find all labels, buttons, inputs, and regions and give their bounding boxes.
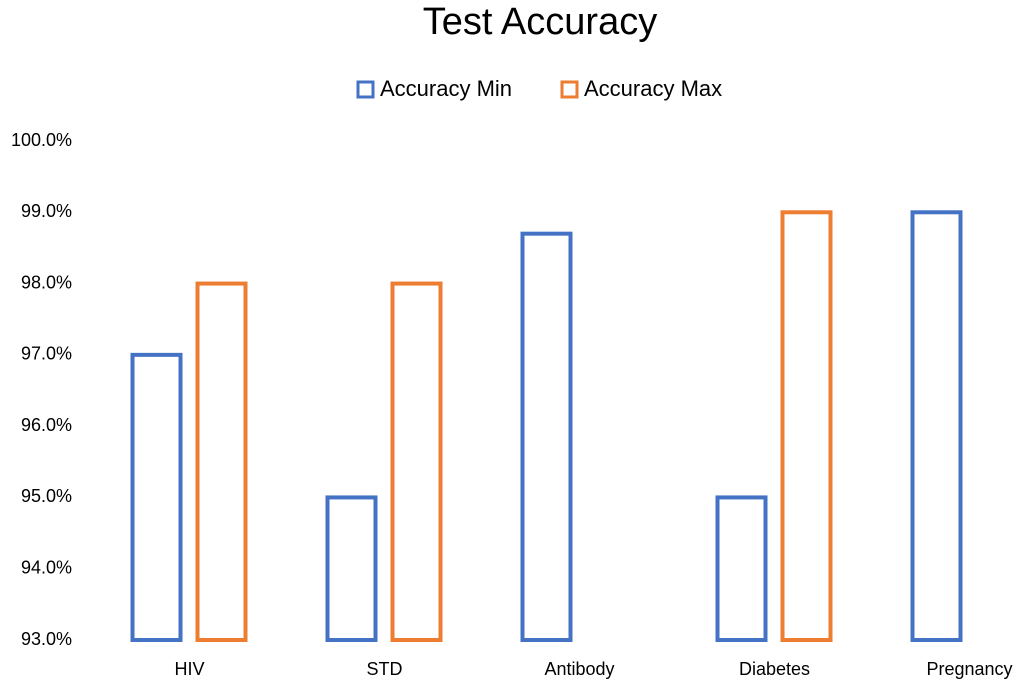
bar [130, 352, 183, 642]
legend-swatch [560, 80, 579, 99]
y-tick-label: 95.0% [21, 486, 72, 506]
y-tick-label: 93.0% [21, 629, 72, 649]
y-tick-label: 94.0% [21, 557, 72, 577]
x-tick-label: Pregnancy [926, 659, 1012, 679]
x-tick-label: Antibody [544, 659, 614, 679]
bar [780, 210, 833, 643]
y-tick-label: 97.0% [21, 344, 72, 364]
legend-swatch [356, 80, 375, 99]
y-tick-label: 96.0% [21, 415, 72, 435]
x-tick-label: STD [367, 659, 403, 679]
legend-label: Accuracy Min [380, 76, 512, 101]
bar [715, 495, 768, 642]
x-tick-label: HIV [174, 659, 204, 679]
y-tick-label: 99.0% [21, 201, 72, 221]
bar [195, 281, 248, 642]
bar [390, 281, 443, 642]
bar [520, 231, 573, 643]
bar [325, 495, 378, 642]
legend-label: Accuracy Max [584, 76, 722, 101]
y-tick-label: 100.0% [11, 130, 72, 150]
x-tick-label: Diabetes [739, 659, 810, 679]
bar [910, 210, 963, 643]
y-tick-label: 98.0% [21, 272, 72, 292]
chart-title: Test Accuracy [423, 1, 657, 43]
